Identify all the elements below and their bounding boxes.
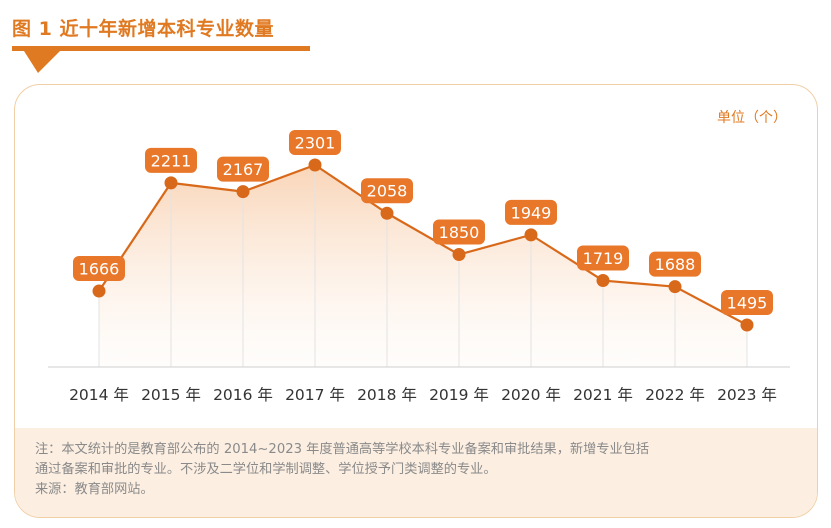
data-label: 1666 [73, 256, 125, 282]
note-line-2: 通过备案和审批的专业。不涉及二学位和学制调整、学位授予门类调整的专业。 [35, 462, 497, 477]
x-tick-label: 2017 年 [285, 386, 345, 404]
drop-lines-group [98, 165, 748, 367]
data-labels-group: 1666 2211 2167 2301 2058 1850 1949 1719 1688 1495 [73, 130, 773, 315]
title-tail [24, 51, 60, 73]
data-label-box [361, 178, 413, 204]
unit-label: 单位（个） [717, 110, 787, 126]
note-line-3: 来源：教育部网站。 [35, 482, 154, 497]
data-label-box [505, 199, 557, 225]
data-label: 2301 [289, 130, 341, 155]
x-tick-label: 2021 年 [573, 386, 633, 404]
chart-title: 图 1 近十年新增本科专业数量 [12, 18, 274, 40]
data-point [524, 228, 538, 242]
data-label: 1495 [721, 290, 773, 315]
data-point [740, 318, 754, 332]
x-tick-label: 2020 年 [501, 386, 561, 404]
x-tick-label: 2023 年 [717, 386, 777, 404]
data-label-text: 1688 [655, 255, 696, 274]
data-label-box [73, 256, 125, 282]
data-point [668, 280, 682, 294]
x-tick-label: 2022 年 [645, 386, 705, 404]
data-label-text: 1666 [79, 260, 120, 279]
data-label: 1688 [649, 251, 701, 277]
x-tick-label: 2015 年 [141, 386, 201, 404]
area-fill-group [99, 165, 747, 367]
data-label: 2211 [145, 147, 197, 173]
data-point [236, 185, 250, 199]
data-label-box [145, 147, 197, 173]
data-label-text: 2167 [223, 160, 264, 179]
area-fill [99, 165, 747, 367]
data-label-text: 2058 [367, 182, 408, 201]
series-line-group [98, 163, 748, 326]
data-label-text: 1719 [583, 249, 624, 268]
data-point [380, 206, 394, 220]
note-line-1: 注：本文统计的是教育部公布的 2014~2023 年度普通高等学校本科专业备案和… [35, 442, 650, 457]
data-label-text: 1850 [439, 223, 480, 242]
data-point [308, 158, 322, 172]
data-label: 1850 [433, 219, 485, 245]
points-group [92, 158, 754, 332]
x-ticks-group: 2014 年 2015 年 2016 年 2017 年 2018 年 2019 年 2020… [69, 386, 777, 404]
data-label-box [721, 290, 773, 315]
data-label-text: 1949 [511, 203, 552, 222]
data-label-box [217, 156, 269, 182]
series-line [98, 163, 748, 326]
data-point [452, 248, 466, 262]
data-label: 1949 [505, 199, 557, 225]
x-tick-label: 2018 年 [357, 386, 417, 404]
data-label-box [577, 245, 629, 271]
note-text: 注：本文统计的是教育部公布的 2014~2023 年度普通高等学校本科专业备案和… [35, 440, 805, 500]
note-box [15, 428, 817, 517]
x-tick-label: 2014 年 [69, 386, 129, 404]
data-label-box [649, 251, 701, 277]
title-underline [12, 46, 310, 51]
data-label-box [433, 219, 485, 245]
data-label-text: 2301 [295, 134, 336, 153]
data-label-text: 1495 [727, 294, 768, 313]
data-label-text: 2211 [151, 151, 192, 170]
x-tick-label: 2016 年 [213, 386, 273, 404]
data-label: 2167 [217, 156, 269, 182]
x-tick-label: 2019 年 [429, 386, 489, 404]
data-point [596, 274, 610, 288]
data-label: 2058 [361, 178, 413, 204]
data-point [164, 176, 178, 190]
data-point [92, 284, 106, 298]
data-label: 1719 [577, 245, 629, 271]
data-label-box [289, 130, 341, 155]
